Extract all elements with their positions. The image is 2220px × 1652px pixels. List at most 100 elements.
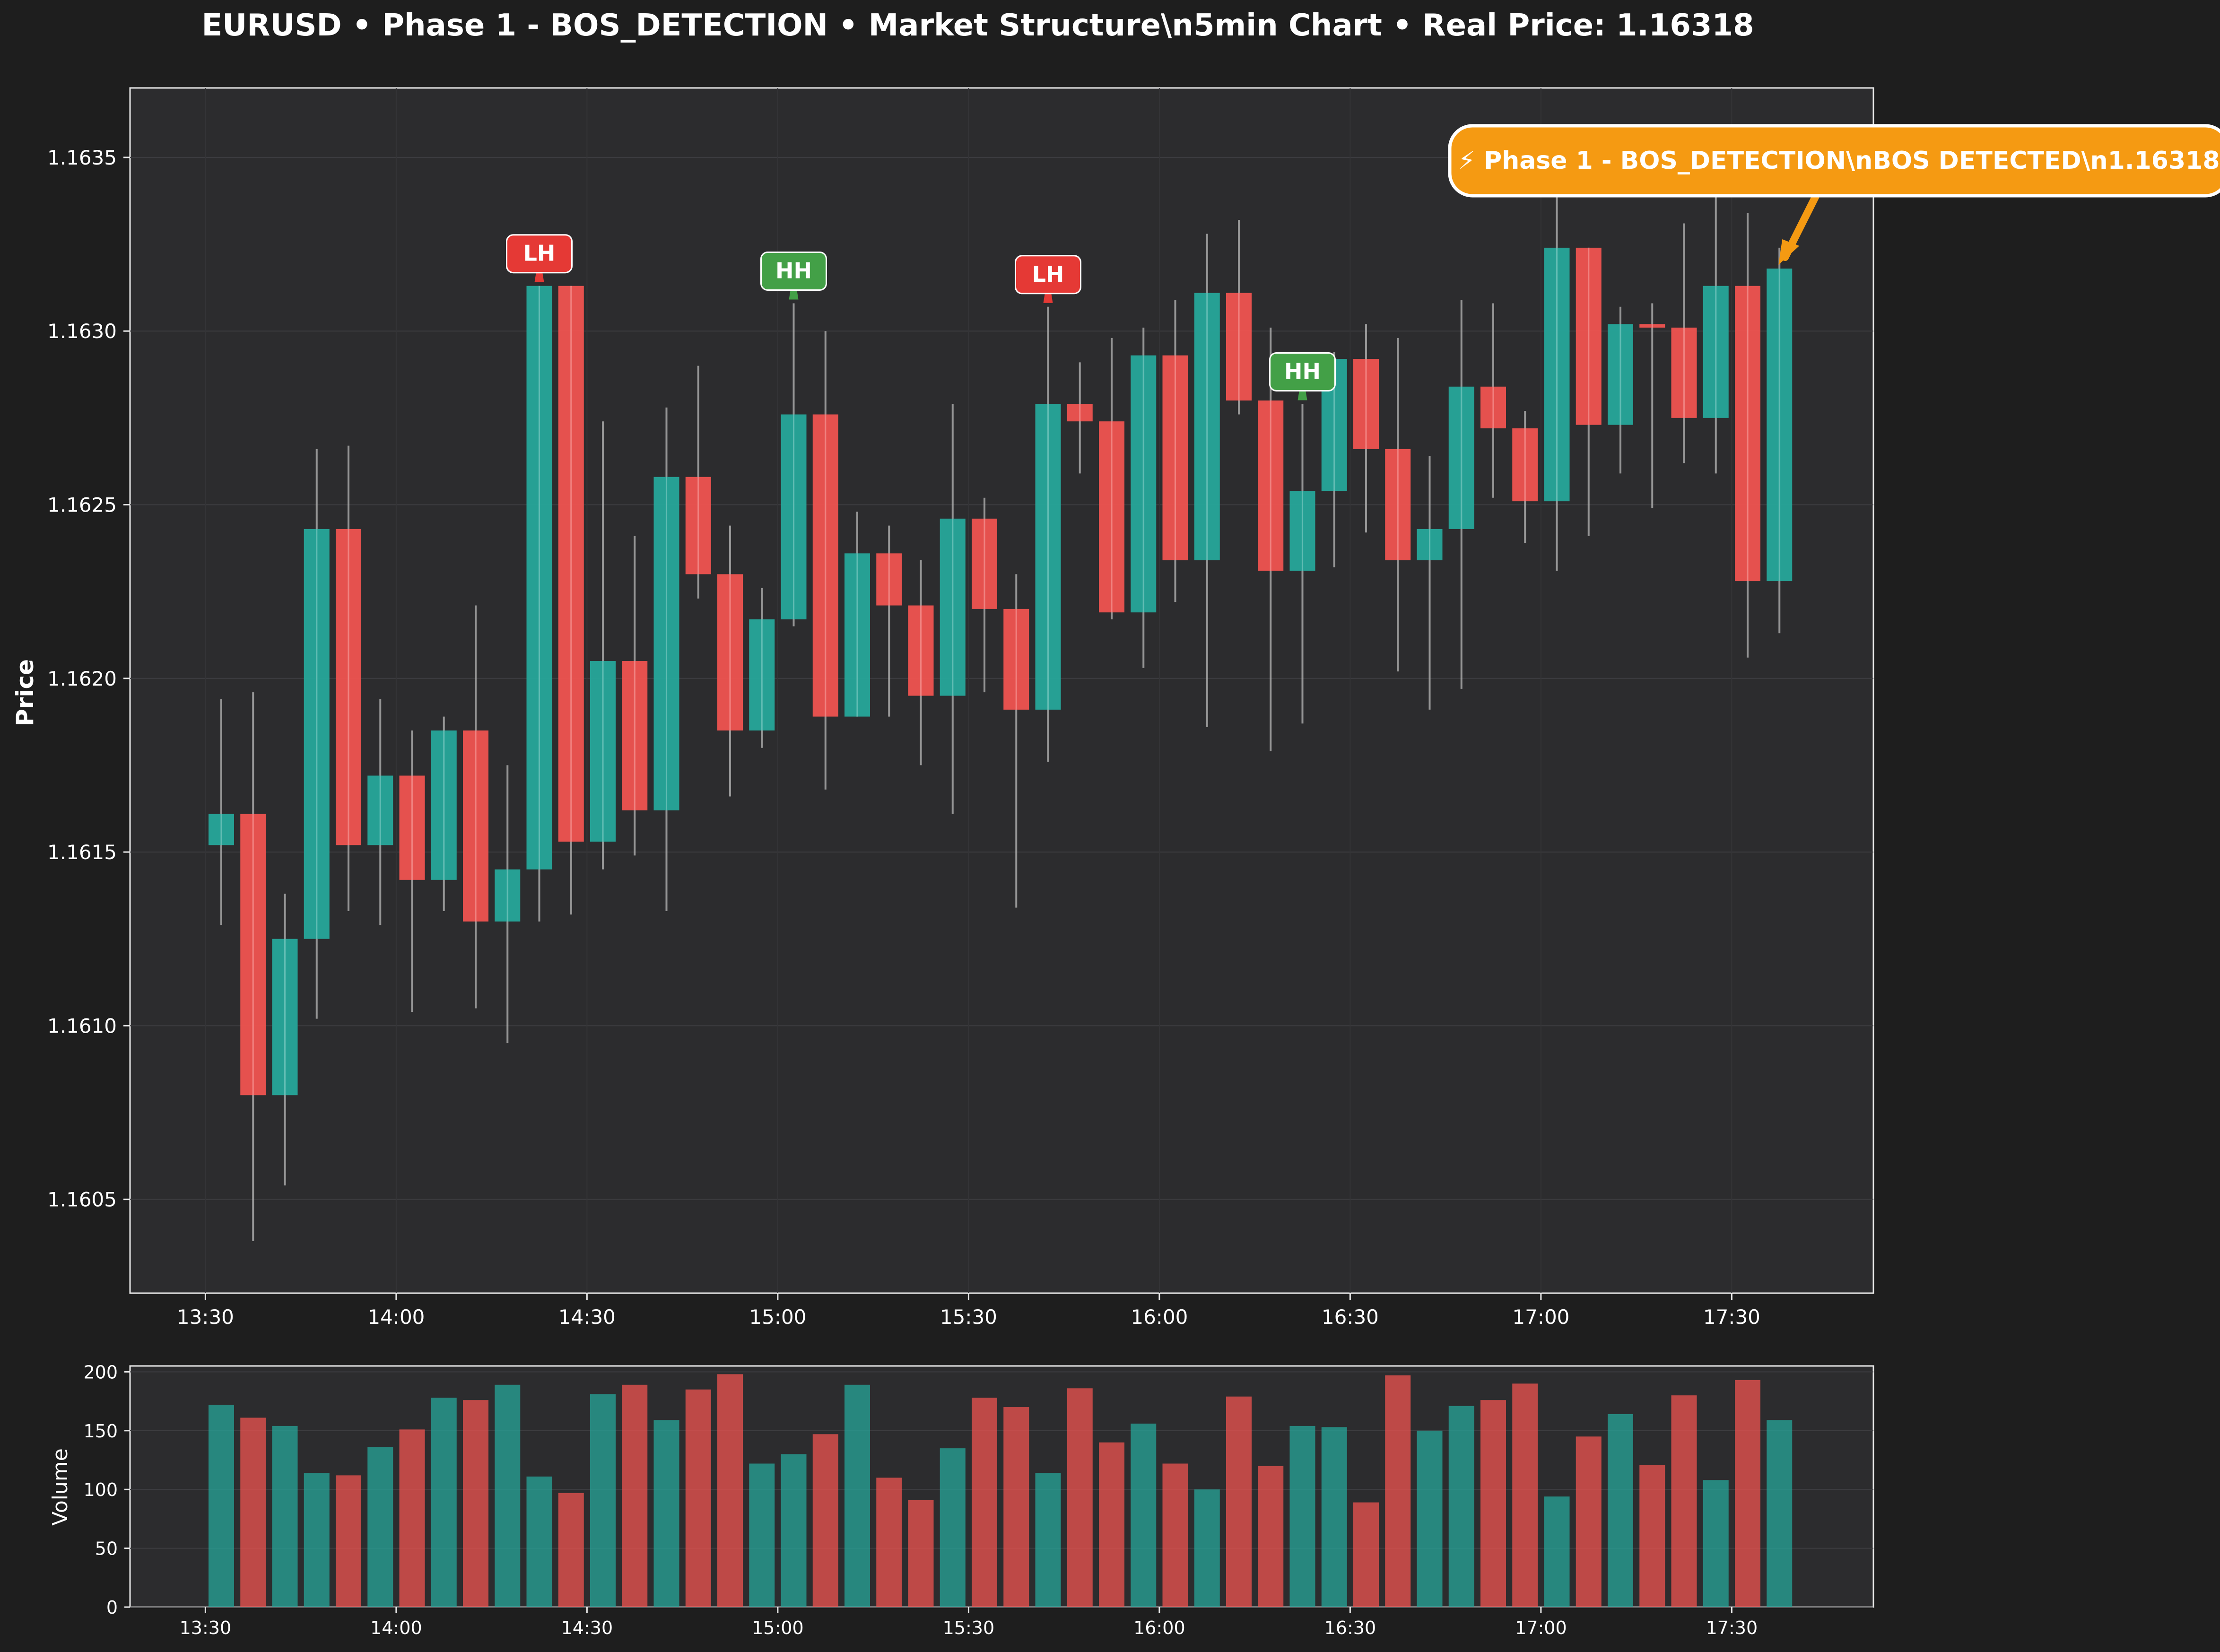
candle-body (876, 553, 902, 606)
bos-annotation: ⚡ Phase 1 - BOS_DETECTION\nBOS DETECTED\… (1448, 124, 2220, 265)
candle-body (1576, 247, 1602, 425)
price-x-tick-label: 17:00 (1512, 1305, 1569, 1329)
bearish-candle (1099, 338, 1124, 619)
price-y-tick-label: 1.1605 (47, 1188, 117, 1211)
bearish-candle (1353, 324, 1379, 533)
candle-body (1003, 609, 1029, 710)
candle-body (209, 814, 234, 845)
volume-bar (367, 1447, 393, 1607)
candle-body (1131, 355, 1157, 613)
price-panel-background (129, 87, 1874, 1294)
bullish-candle (209, 699, 234, 925)
volume-y-tick-label: 50 (95, 1539, 118, 1559)
price-x-tick-label: 16:30 (1322, 1305, 1379, 1329)
volume-y-axis: 0 50 100 150 200 (83, 1362, 130, 1618)
candle-body (558, 286, 584, 842)
candle-body (1671, 327, 1697, 418)
candle-body (495, 869, 521, 922)
volume-bar (1512, 1383, 1538, 1607)
volume-bar (717, 1374, 743, 1607)
candle-body (1544, 247, 1570, 502)
price-x-tick-label: 13:30 (177, 1305, 234, 1329)
candle-body (272, 939, 298, 1096)
structure-label-lh: LH (1015, 255, 1081, 303)
volume-bar (1448, 1406, 1474, 1607)
candle-body (431, 730, 457, 880)
bearish-candle (717, 525, 743, 797)
volume-bar (304, 1473, 330, 1607)
candle-body (940, 518, 966, 696)
candle-body (972, 518, 997, 609)
structure-label-text: LH (1032, 261, 1064, 287)
volume-bar (1353, 1502, 1379, 1607)
volume-bar (1385, 1375, 1411, 1607)
volume-bar (1703, 1480, 1729, 1607)
volume-bar (1289, 1426, 1315, 1607)
price-y-tick-label: 1.1630 (47, 320, 117, 343)
structure-label-text: HH (1284, 358, 1321, 384)
volume-y-tick-label: 100 (83, 1479, 118, 1500)
candle-body (844, 553, 870, 717)
price-y-tick-label: 1.1620 (47, 667, 117, 690)
volume-bar (240, 1417, 266, 1607)
candle-body (781, 414, 807, 619)
candle-body (1035, 404, 1061, 710)
bullish-candle (590, 421, 616, 869)
volume-x-tick-label: 14:00 (370, 1617, 422, 1638)
price-panel: 1.1605 1.1610 1.1615 1.1620 1.1625 1.1630 1.16… (11, 87, 2220, 1329)
volume-bar (1067, 1388, 1093, 1607)
bullish-candle (1703, 164, 1729, 474)
candle-body (1448, 386, 1474, 529)
bearish-candle (1162, 300, 1188, 602)
bearish-candle (1003, 574, 1029, 908)
candle-body (463, 730, 488, 922)
candle-body (622, 661, 648, 810)
candle-body (812, 414, 838, 717)
price-y-tick-label: 1.1610 (47, 1014, 117, 1037)
bearish-candle (336, 445, 361, 911)
structure-label-box (1269, 352, 1336, 391)
bullish-candle (1544, 150, 1570, 571)
volume-y-tick-label: 0 (106, 1597, 118, 1618)
volume-bar (431, 1398, 457, 1607)
price-x-tick-label: 17:30 (1703, 1305, 1760, 1329)
bullish-candle (1417, 456, 1443, 710)
bearish-candle (1639, 303, 1665, 508)
price-y-tick-label: 1.1635 (47, 146, 117, 169)
bullish-candle (749, 588, 775, 748)
bullish-candle (1608, 306, 1633, 474)
bearish-candle (1735, 213, 1760, 658)
bullish-candle (1131, 327, 1157, 668)
chart-title: EURUSD • Phase 1 - BOS_DETECTION • Marke… (201, 8, 1754, 43)
volume-x-tick-label: 16:00 (1133, 1617, 1185, 1638)
candles (209, 150, 1793, 1241)
volume-bar (749, 1463, 775, 1607)
volume-bar (463, 1400, 488, 1607)
bearish-candle (240, 692, 266, 1241)
candle-body (653, 477, 679, 810)
volume-bar (685, 1389, 711, 1607)
volume-bar (1544, 1496, 1570, 1607)
volume-bar (781, 1454, 807, 1607)
bullish-candle (653, 407, 679, 911)
candle-body (1067, 404, 1093, 422)
candle-body (1258, 400, 1284, 571)
volume-panel: 0 50 100 150 200 13:30 14:00 14:30 15:00 15:30 16… (48, 1362, 1874, 1638)
volume-y-tick-label: 150 (83, 1421, 118, 1442)
price-y-axis: 1.1605 1.1610 1.1615 1.1620 1.1625 1.1630 1.16… (47, 146, 130, 1211)
price-y-tick-label: 1.1615 (47, 841, 117, 864)
bullish-candle (367, 699, 393, 925)
volume-x-tick-label: 16:30 (1324, 1617, 1376, 1638)
volume-bar (1131, 1423, 1157, 1607)
candle-body (1608, 324, 1633, 425)
volume-bars (209, 1374, 1793, 1607)
volume-bar (972, 1398, 997, 1607)
volume-x-tick-label: 17:30 (1706, 1617, 1758, 1638)
candle-body (1703, 286, 1729, 418)
structure-label-lh: LH (506, 234, 573, 282)
structure-label-text: HH (775, 258, 812, 283)
bearish-candle (558, 286, 584, 915)
bullish-candle (1767, 247, 1793, 634)
price-x-tick-label: 14:30 (558, 1305, 616, 1329)
